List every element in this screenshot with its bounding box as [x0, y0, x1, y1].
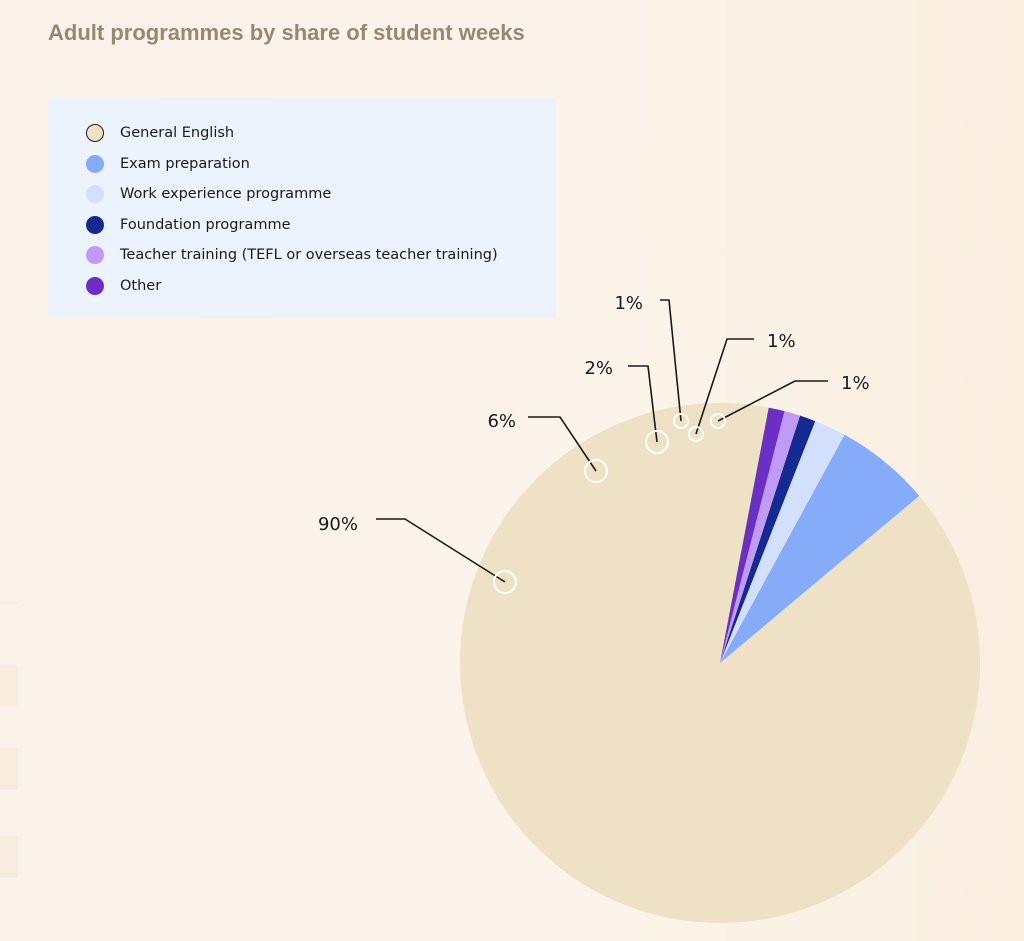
data-label: 1%	[767, 331, 796, 352]
legend-item-general-english: General English	[86, 121, 234, 145]
pie-slice	[719, 411, 801, 663]
legend-item-work-experience: Work experience programme	[86, 182, 331, 206]
pie-slice	[460, 403, 980, 923]
edge-decoration	[0, 665, 18, 707]
legend-swatch	[86, 185, 104, 203]
edge-decoration	[0, 602, 18, 604]
legend-item-exam-preparation: Exam preparation	[86, 152, 250, 176]
data-label: 2%	[584, 358, 613, 379]
callout-marker	[645, 430, 669, 454]
callout-line	[695, 338, 754, 435]
callout-marker	[493, 570, 517, 594]
callout-marker	[673, 413, 689, 429]
edge-decoration	[0, 836, 18, 878]
legend-label: Exam preparation	[120, 156, 250, 172]
data-label: 90%	[318, 514, 358, 535]
callout-line	[528, 416, 597, 472]
legend-item-teacher-training: Teacher training (TEFL or overseas teach…	[86, 243, 498, 267]
legend-item-foundation: Foundation programme	[86, 213, 291, 237]
edge-decoration	[0, 748, 18, 790]
pie-slice	[719, 407, 785, 663]
legend-item-other: Other	[86, 274, 161, 298]
legend-label: General English	[120, 125, 235, 141]
callout-marker	[710, 413, 726, 429]
callout-marker	[584, 459, 608, 483]
legend-label: Teacher training (TEFL or overseas teach…	[120, 247, 498, 263]
callout-line	[376, 518, 506, 583]
callout-line	[660, 299, 682, 422]
legend-swatch	[86, 124, 104, 142]
legend-swatch	[86, 246, 104, 264]
legend-label: Other	[120, 278, 162, 294]
pie-slice	[719, 415, 816, 663]
legend-label: Foundation programme	[120, 217, 291, 233]
data-label: 1%	[841, 373, 870, 394]
pie-slice	[719, 421, 845, 663]
legend-label: Work experience programme	[120, 186, 332, 202]
callout-marker	[688, 426, 704, 442]
legend-swatch	[86, 277, 104, 295]
legend-swatch	[86, 216, 104, 234]
data-label: 6%	[487, 411, 516, 432]
pie-slice	[719, 434, 920, 663]
chart-title: Adult programmes by share of student wee…	[48, 20, 525, 45]
legend-swatch	[86, 155, 104, 173]
callout-line	[628, 365, 658, 443]
callout-line	[717, 380, 828, 422]
chart-legend: General English Exam preparation Work ex…	[48, 98, 556, 318]
data-label: 1%	[614, 293, 643, 314]
